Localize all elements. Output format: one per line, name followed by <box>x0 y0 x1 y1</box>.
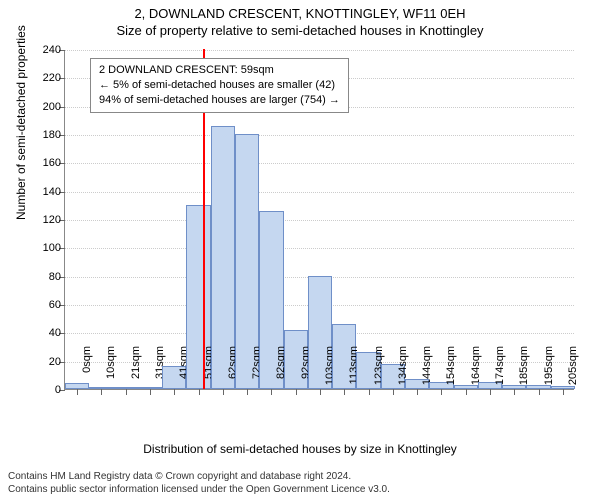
y-axis-label: Number of semi-detached properties <box>14 25 28 220</box>
x-tick <box>490 389 491 395</box>
x-axis-label: Distribution of semi-detached houses by … <box>0 442 600 456</box>
x-tick <box>223 389 224 395</box>
gridline <box>65 220 574 221</box>
x-tick-label: 205sqm <box>567 346 579 396</box>
x-tick <box>441 389 442 395</box>
y-tick-label: 240 <box>27 44 61 56</box>
y-tick-label: 160 <box>27 157 61 169</box>
x-tick <box>77 389 78 395</box>
x-tick <box>247 389 248 395</box>
y-tick-label: 60 <box>27 299 61 311</box>
legend-line-2: ← 5% of semi-detached houses are smaller… <box>99 78 340 93</box>
x-tick <box>393 389 394 395</box>
gridline <box>65 248 574 249</box>
x-tick <box>296 389 297 395</box>
footer-line-2: Contains public sector information licen… <box>8 484 390 497</box>
footer-line-1: Contains HM Land Registry data © Crown c… <box>8 471 390 484</box>
chart-title: 2, DOWNLAND CRESCENT, KNOTTINGLEY, WF11 … <box>0 0 600 21</box>
gridline <box>65 50 574 51</box>
x-tick <box>101 389 102 395</box>
gridline <box>65 135 574 136</box>
x-tick <box>271 389 272 395</box>
x-tick <box>539 389 540 395</box>
x-tick <box>320 389 321 395</box>
x-tick <box>417 389 418 395</box>
y-tick-label: 100 <box>27 242 61 254</box>
y-tick-label: 40 <box>27 327 61 339</box>
x-tick <box>174 389 175 395</box>
legend-line-3: 94% of semi-detached houses are larger (… <box>99 93 340 108</box>
page-root: 2, DOWNLAND CRESCENT, KNOTTINGLEY, WF11 … <box>0 0 600 500</box>
gridline <box>65 163 574 164</box>
x-tick <box>344 389 345 395</box>
y-tick-label: 140 <box>27 186 61 198</box>
legend-line-1: 2 DOWNLAND CRESCENT: 59sqm <box>99 63 340 78</box>
y-tick-label: 0 <box>27 384 61 396</box>
footer-attribution: Contains HM Land Registry data © Crown c… <box>8 471 390 496</box>
gridline <box>65 192 574 193</box>
x-tick <box>466 389 467 395</box>
legend-box: 2 DOWNLAND CRESCENT: 59sqm ← 5% of semi-… <box>90 58 349 113</box>
y-tick-label: 20 <box>27 356 61 368</box>
x-tick <box>199 389 200 395</box>
y-tick-label: 180 <box>27 129 61 141</box>
y-tick-label: 120 <box>27 214 61 226</box>
chart-subtitle: Size of property relative to semi-detach… <box>0 21 600 38</box>
y-tick-label: 200 <box>27 101 61 113</box>
y-tick-label: 80 <box>27 271 61 283</box>
x-tick <box>563 389 564 395</box>
x-tick <box>369 389 370 395</box>
x-tick <box>150 389 151 395</box>
x-tick <box>514 389 515 395</box>
x-tick <box>126 389 127 395</box>
y-tick-label: 220 <box>27 72 61 84</box>
